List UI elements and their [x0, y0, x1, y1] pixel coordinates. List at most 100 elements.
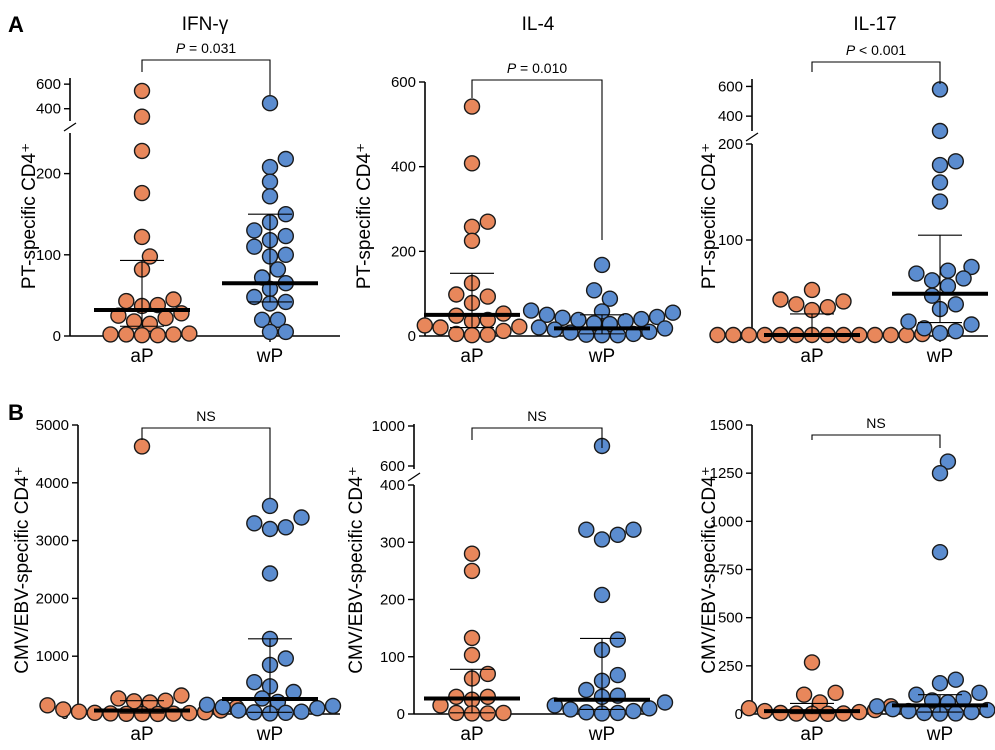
y-tick-label: 750 [718, 562, 743, 579]
data-point-wp [246, 222, 263, 239]
y-tick-label: 400 [718, 108, 743, 125]
y-tick-label: 200 [380, 592, 405, 609]
data-point-ap [463, 646, 481, 664]
data-point-wp [947, 296, 964, 313]
data-point-ap [479, 326, 496, 343]
data-point-wp [664, 304, 682, 321]
data-point-ap [725, 326, 742, 344]
data-point-ap [463, 218, 481, 236]
data-point-wp [246, 288, 263, 306]
significance-bracket [811, 434, 941, 448]
y-tick-label: 400 [391, 159, 416, 176]
data-point-wp [593, 586, 611, 604]
x-tick-label-wp: wP [256, 346, 283, 367]
axis-break-mark [407, 472, 421, 482]
data-point-ap [118, 292, 135, 310]
data-point-wp [648, 308, 666, 326]
y-tick-label: 1000 [36, 648, 69, 665]
y-tick-label: 0 [53, 328, 61, 345]
p-value-label: P = 0.010 [507, 60, 568, 76]
data-point-wp [971, 684, 988, 701]
x-tick-label-wp: wP [926, 346, 953, 367]
data-point-wp [947, 323, 964, 340]
data-point-wp [593, 256, 611, 274]
data-point-wp [277, 323, 294, 341]
data-point-wp [625, 702, 642, 720]
data-point-ap [511, 318, 528, 335]
data-point-ap [463, 327, 481, 344]
y-tick-label: 5000 [36, 417, 69, 434]
y-tick-label: 500 [718, 610, 743, 627]
data-point-wp [931, 156, 949, 174]
data-point-wp [609, 631, 626, 648]
data-point-wp [931, 174, 949, 191]
data-point-ap [133, 327, 151, 344]
y-tick-label: 200 [36, 166, 61, 183]
data-point-wp [955, 270, 972, 287]
p-value-label: NS [866, 415, 885, 431]
data-point-ap [448, 286, 465, 303]
chart-a2: 0 200 400 600 aP wP IL-4 PT-specific CD4⁺ P = 0.… [354, 14, 682, 367]
data-point-wp [562, 701, 579, 718]
data-point-ap [709, 326, 726, 344]
x-tick-label-ap: aP [130, 724, 153, 745]
y-tick-label: 0 [397, 706, 405, 723]
y-tick-label: 400 [380, 477, 405, 494]
data-point-ap [165, 705, 182, 722]
data-point-wp [309, 700, 326, 717]
data-point-wp [253, 311, 271, 328]
data-point-ap [803, 654, 821, 671]
x-tick-label-ap: aP [460, 724, 483, 745]
data-point-ap [133, 142, 151, 160]
data-point-ap [463, 98, 481, 115]
data-point-wp [963, 316, 980, 333]
data-point-wp [931, 544, 949, 561]
data-point-ap [463, 155, 481, 172]
x-tick-label-wp: wP [256, 724, 283, 745]
data-point-wp [923, 272, 941, 289]
data-point-wp [277, 519, 294, 536]
data-point-ap [463, 232, 481, 250]
data-point-wp [277, 227, 294, 245]
data-point-ap [448, 325, 465, 343]
data-point-wp [947, 671, 964, 688]
y-tick-label: 1250 [710, 465, 743, 482]
data-point-wp [246, 515, 263, 532]
data-point-ap [819, 299, 836, 316]
data-point-ap [133, 82, 151, 100]
y-axis-label: PT-specific CD4⁺ [19, 143, 40, 289]
data-point-wp [609, 704, 626, 722]
data-point-ap [432, 319, 449, 336]
y-tick-label: 600 [391, 74, 416, 91]
data-point-wp [277, 246, 294, 264]
axis-break-mark [63, 122, 77, 132]
data-point-wp [246, 674, 263, 691]
y-tick-label: 300 [380, 534, 405, 551]
significance-bracket [471, 79, 603, 240]
y-tick-label: 2000 [36, 590, 69, 607]
data-point-ap [149, 327, 167, 344]
y-axis-label: CMV/EBV-specific CD4⁺ [346, 466, 367, 673]
data-point-wp [324, 697, 342, 715]
data-point-ap [110, 690, 127, 707]
data-point-ap [740, 700, 758, 717]
data-point-ap [788, 296, 805, 313]
data-point-wp [656, 320, 674, 337]
data-point-ap [181, 325, 198, 342]
data-point-wp [261, 323, 279, 341]
data-point-wp [293, 703, 310, 720]
data-point-ap [39, 697, 56, 714]
data-point-wp [931, 675, 949, 692]
x-tick-label-ap: aP [800, 724, 823, 745]
data-point-wp [656, 694, 674, 711]
data-point-ap [86, 704, 104, 721]
data-point-ap [165, 291, 182, 308]
data-point-wp [900, 313, 917, 330]
data-point-wp [578, 681, 595, 699]
data-point-ap [102, 705, 119, 722]
data-point-ap [882, 326, 899, 344]
data-point-wp [908, 265, 925, 282]
y-axis-label: CMV/EBV-specific CD4⁺ [12, 466, 33, 673]
